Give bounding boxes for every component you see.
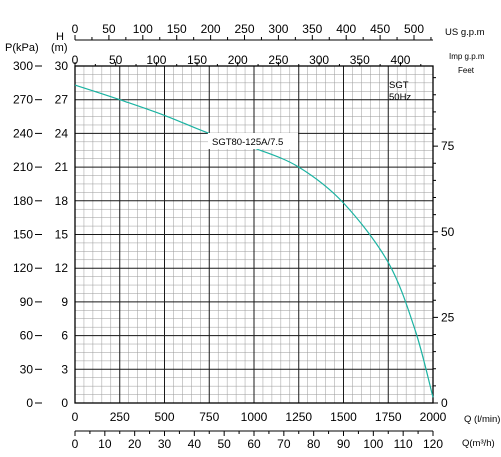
tick-label-p: 30: [20, 362, 34, 376]
tick-label-p: 0: [26, 396, 33, 410]
tick-label-us-gpm: 500: [404, 22, 424, 36]
tick-label-p: 60: [20, 329, 34, 343]
tick-label-us-gpm: 300: [268, 22, 288, 36]
tick-label-imp-gpm: 250: [268, 53, 288, 67]
tick-label-imp-gpm: 200: [228, 53, 248, 67]
tick-label-q-lmin: 1250: [285, 410, 312, 424]
tick-label-q-m3h: 80: [307, 437, 321, 451]
tick-label-imp-gpm: 350: [350, 53, 370, 67]
tick-label-us-gpm: 200: [201, 22, 221, 36]
tick-label-imp-gpm: 150: [187, 53, 207, 67]
tick-label-q-m3h: 100: [363, 437, 383, 451]
tick-label-q-m3h: 0: [72, 437, 79, 451]
tick-label-q-m3h: 90: [337, 437, 351, 451]
tick-label-q-lmin: 0: [72, 410, 79, 424]
tick-label-h: 0: [61, 396, 68, 410]
axis-title-head-unit: (m): [51, 42, 68, 54]
axis-title-imp-gpm: Imp g.p.m: [449, 52, 485, 61]
tick-label-q-m3h: 110: [394, 437, 413, 451]
tick-label-us-gpm: 450: [370, 22, 390, 36]
tick-label-us-gpm: 350: [302, 22, 322, 36]
tick-label-q-lmin: 1500: [330, 410, 357, 424]
tick-label-q-m3h: 60: [247, 437, 261, 451]
tick-label-h: 15: [55, 228, 69, 242]
info-label-frequency: 50Hz: [389, 92, 411, 103]
series-label-box: [208, 133, 298, 149]
tick-label-q-m3h: 40: [188, 437, 202, 451]
series-label: SGT80-125A/7.5: [212, 137, 283, 148]
tick-label-feet: 0: [441, 396, 448, 410]
tick-label-q-lmin: 1000: [241, 410, 268, 424]
info-label-model: SGT: [389, 80, 409, 91]
tick-label-q-lmin: 250: [110, 410, 130, 424]
tick-label-h: 6: [61, 329, 68, 343]
tick-label-h: 3: [61, 362, 68, 376]
tick-label-p: 270: [13, 93, 33, 107]
tick-label-us-gpm: 50: [102, 22, 116, 36]
tick-label-h: 21: [55, 160, 69, 174]
axis-title-head: H: [56, 31, 64, 43]
tick-label-h: 18: [55, 194, 69, 208]
tick-label-p: 120: [13, 261, 33, 275]
axis-title-q-m3h: Q(m³/h): [462, 438, 495, 449]
tick-label-q-m3h: 70: [277, 437, 291, 451]
axis-title-feet: Feet: [458, 66, 475, 75]
tick-label-h: 30: [55, 59, 69, 73]
tick-label-h: 12: [55, 261, 69, 275]
tick-label-q-m3h: 10: [98, 437, 112, 451]
tick-label-us-gpm: 0: [72, 22, 79, 36]
tick-label-imp-gpm: 0: [72, 53, 79, 67]
tick-label-p: 150: [13, 228, 33, 242]
tick-label-feet: 25: [441, 310, 455, 324]
tick-label-q-m3h: 30: [158, 437, 172, 451]
tick-labels: 0369121518212427300306090120150180210240…: [13, 22, 455, 451]
tick-label-us-gpm: 100: [133, 22, 153, 36]
tick-marks: [35, 35, 438, 436]
axis-title-q-lmin: Q (l/min): [464, 414, 500, 425]
tick-label-feet: 75: [441, 139, 455, 153]
pump-curve-line: [74, 84, 434, 398]
tick-label-q-m3h: 50: [217, 437, 231, 451]
tick-label-us-gpm: 150: [167, 22, 187, 36]
tick-label-q-lmin: 2000: [420, 410, 447, 424]
tick-label-p: 180: [13, 194, 33, 208]
tick-label-imp-gpm: 50: [109, 53, 123, 67]
tick-label-feet: 50: [441, 225, 455, 239]
axis-title-us-gpm: US g.p.m: [445, 27, 485, 38]
tick-label-p: 300: [13, 59, 33, 73]
axis-title-pressure: P(kPa): [5, 42, 39, 54]
tick-label-q-m3h: 120: [423, 437, 443, 451]
tick-label-us-gpm: 400: [336, 22, 356, 36]
tick-label-p: 240: [13, 126, 33, 140]
tick-label-h: 9: [61, 295, 68, 309]
tick-label-q-lmin: 1750: [375, 410, 402, 424]
plot-frame: [74, 65, 434, 404]
tick-label-us-gpm: 250: [234, 22, 254, 36]
tick-label-imp-gpm: 400: [390, 53, 410, 67]
tick-label-imp-gpm: 100: [146, 53, 166, 67]
tick-label-imp-gpm: 300: [309, 53, 329, 67]
tick-label-q-m3h: 20: [128, 437, 142, 451]
tick-label-p: 90: [20, 295, 34, 309]
tick-label-q-lmin: 500: [154, 410, 174, 424]
tick-label-h: 27: [55, 93, 69, 107]
tick-label-q-lmin: 750: [199, 410, 219, 424]
tick-label-p: 210: [13, 160, 33, 174]
tick-label-h: 24: [55, 126, 69, 140]
